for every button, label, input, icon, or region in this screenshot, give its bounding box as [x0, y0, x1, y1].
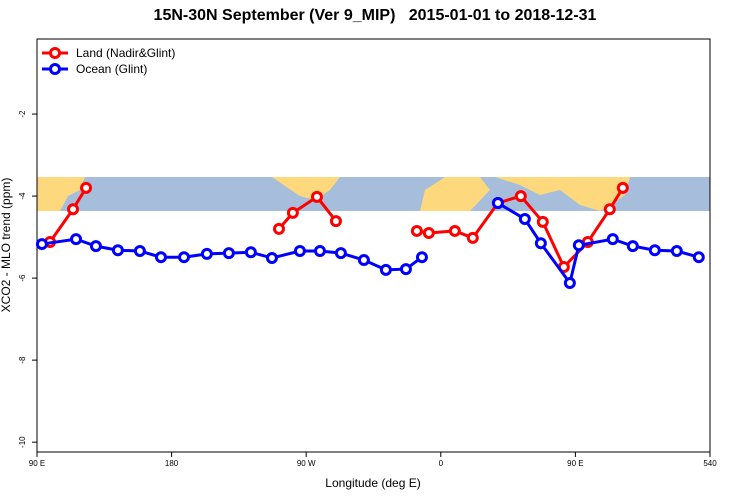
- y-tick-label: -8: [18, 356, 27, 364]
- data-point: [70, 233, 83, 246]
- data-point: [648, 244, 661, 257]
- chart-title: 15N-30N September (Ver 9_MIP) 2015-01-01…: [154, 7, 597, 24]
- data-point: [154, 251, 167, 264]
- x-axis-label: Longitude (deg E): [325, 476, 420, 490]
- land-shape: [420, 177, 490, 211]
- x-tick-label: 540: [703, 459, 717, 468]
- data-point: [410, 224, 423, 237]
- data-point: [222, 247, 235, 260]
- data-point: [265, 252, 278, 265]
- data-point: [286, 206, 299, 219]
- data-point: [35, 238, 48, 251]
- legend-label: Land (Nadir&Glint): [76, 46, 175, 60]
- data-point: [313, 245, 326, 258]
- land-shape: [272, 177, 340, 200]
- data-point: [670, 245, 683, 258]
- y-tick-label: -10: [18, 436, 27, 448]
- data-point: [334, 247, 347, 260]
- data-point: [111, 244, 124, 257]
- land-shape: [37, 177, 85, 211]
- data-point: [293, 245, 306, 258]
- data-point: [310, 190, 323, 203]
- data-point: [536, 215, 549, 228]
- x-tick-label: 90 E: [29, 459, 45, 468]
- data-point: [491, 197, 504, 210]
- data-point: [415, 251, 428, 264]
- x-tick-label: 180: [165, 459, 179, 468]
- data-point: [563, 277, 576, 290]
- data-point: [514, 190, 527, 203]
- data-point: [200, 247, 213, 260]
- land-shape: [495, 177, 630, 211]
- legend-label: Ocean (Glint): [76, 62, 147, 76]
- y-tick-label: -6: [18, 274, 27, 282]
- data-point: [329, 215, 342, 228]
- data-point: [357, 254, 370, 267]
- data-point: [133, 245, 146, 258]
- data-point: [67, 203, 80, 216]
- x-tick-label: 90 W: [297, 459, 316, 468]
- data-point: [422, 226, 435, 239]
- data-point: [466, 231, 479, 244]
- data-point: [399, 263, 412, 276]
- data-point: [616, 181, 629, 194]
- data-point: [572, 239, 585, 252]
- y-tick-label: -4: [18, 192, 27, 200]
- data-point: [606, 233, 619, 246]
- data-point: [272, 222, 285, 235]
- data-point: [80, 181, 93, 194]
- data-point: [89, 240, 102, 253]
- data-point: [379, 263, 392, 276]
- data-point: [534, 237, 547, 250]
- data-point: [448, 224, 461, 237]
- series-line: [497, 201, 700, 287]
- data-point: [244, 246, 257, 259]
- data-point: [603, 203, 616, 216]
- legend-marker: [49, 63, 61, 75]
- data-point: [178, 251, 191, 264]
- y-axis-label: XCO2 - MLO trend (ppm): [0, 178, 13, 313]
- legend-marker: [49, 47, 61, 59]
- data-point: [626, 240, 639, 253]
- x-tick-label: 0: [439, 459, 444, 468]
- map-strip: [37, 177, 710, 211]
- x-tick-label: 90 E: [567, 459, 583, 468]
- series-line: [277, 194, 338, 230]
- data-point: [518, 213, 531, 226]
- data-point: [692, 251, 705, 264]
- y-tick-label: -2: [18, 110, 27, 118]
